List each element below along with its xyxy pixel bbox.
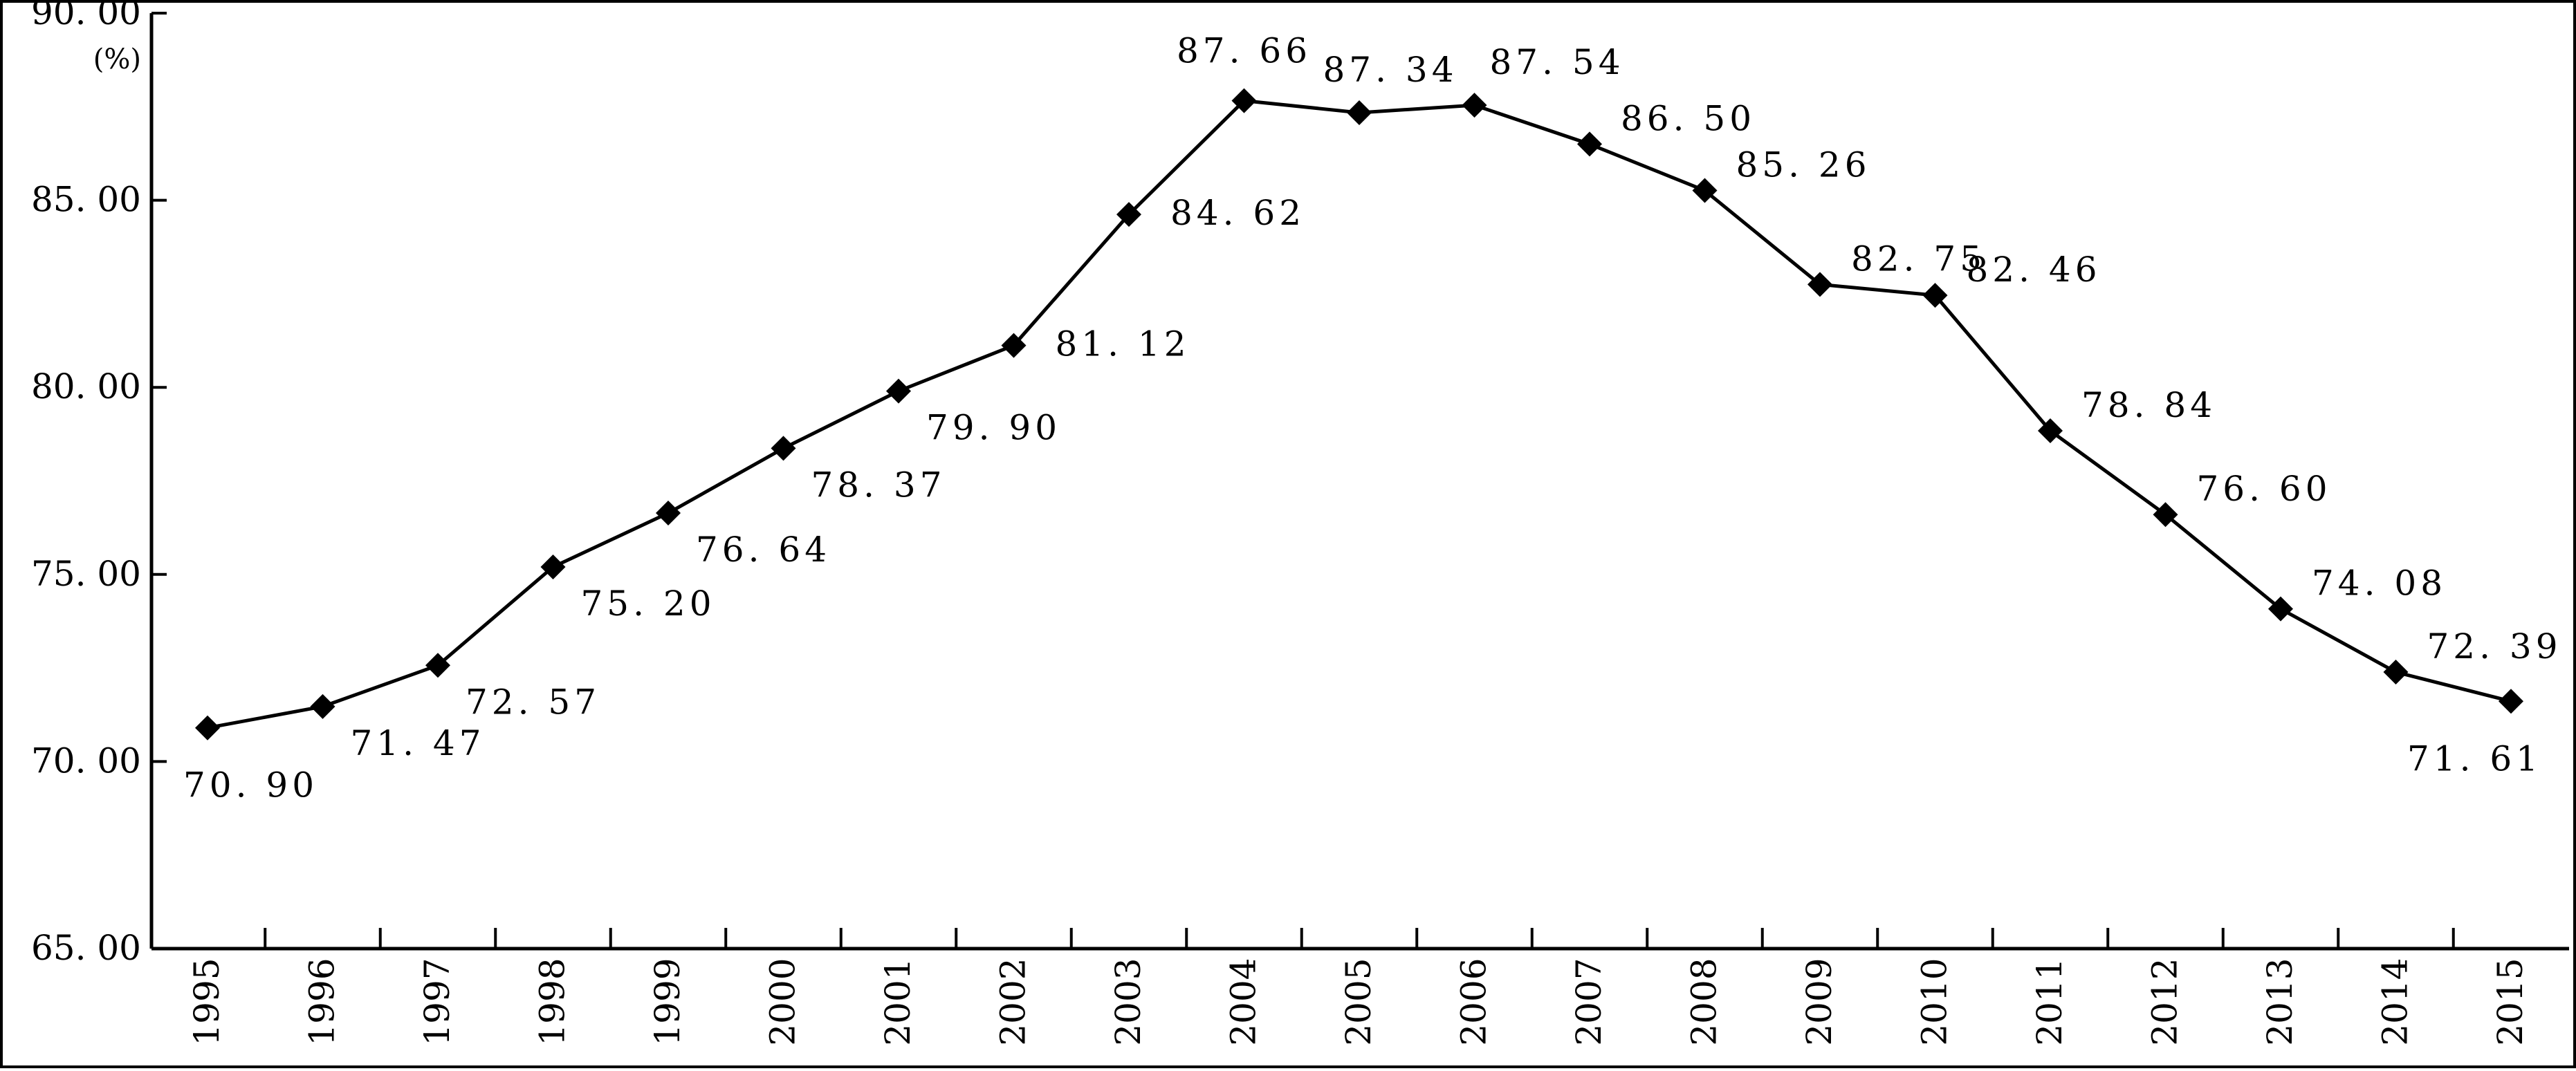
x-tick-label: 2014 (2375, 958, 2416, 1045)
data-point-marker (2153, 502, 2178, 528)
series (195, 88, 2523, 741)
x-tick-label: 1997 (417, 958, 457, 1045)
data-label: 87. 54 (1490, 42, 1625, 82)
data-point-marker (310, 693, 335, 719)
data-label: 75. 20 (581, 584, 716, 624)
data-point-marker (1922, 283, 1948, 308)
x-tick-label: 2009 (1799, 958, 1839, 1045)
x-tick-label: 2004 (1224, 958, 1264, 1045)
data-label: 87. 34 (1323, 50, 1457, 90)
data-label: 72. 57 (466, 682, 600, 722)
data-label: 71. 47 (351, 723, 486, 763)
data-point-marker (1231, 88, 1257, 113)
data-label: 86. 50 (1621, 98, 1756, 138)
x-tick-label: 2003 (1108, 958, 1148, 1045)
data-point-marker (2499, 689, 2523, 714)
x-tick-label: 2002 (993, 958, 1033, 1045)
x-tick-label: 2013 (2260, 958, 2300, 1045)
data-label: 71. 61 (2407, 738, 2542, 779)
data-point-marker (886, 378, 911, 404)
data-point-marker (1462, 93, 1487, 118)
y-tick-label: 90. 00 (31, 3, 141, 32)
data-label: 76. 60 (2197, 469, 2332, 509)
data-point-marker (1347, 100, 1372, 125)
x-tick-label: 1998 (533, 958, 573, 1045)
data-label: 87. 66 (1177, 31, 1312, 71)
data-label: 84. 62 (1170, 193, 1305, 233)
data-label: 85. 26 (1736, 145, 1871, 185)
data-point-marker (1577, 131, 1602, 157)
data-label: 81. 12 (1056, 324, 1190, 364)
x-tick-label: 2008 (1684, 958, 1724, 1045)
data-label: 72. 39 (2427, 626, 2562, 667)
data-label: 82. 75 (1851, 239, 1986, 279)
x-tick-label: 2015 (2490, 958, 2530, 1045)
data-point-marker (195, 715, 220, 741)
data-point-marker (425, 653, 450, 678)
data-point-marker (1001, 333, 1027, 358)
data-point-marker (771, 436, 796, 461)
data-point-marker (1807, 272, 1832, 297)
data-label: 78. 37 (811, 465, 946, 505)
x-tick-label: 1995 (187, 958, 227, 1045)
line-chart: 65. 00 70. 00 75. 00 80. 00 85. 00 90. 00 (%) 1… (31, 3, 2569, 1046)
data-point-marker (2038, 418, 2063, 443)
x-tick-label: 2011 (2030, 958, 2070, 1045)
y-unit-label: (%) (93, 44, 141, 75)
y-tick-label: 65. 00 (31, 928, 141, 968)
y-tick-label: 85. 00 (31, 180, 141, 220)
x-tick-label: 1999 (647, 958, 688, 1045)
x-tick-label: 1996 (302, 958, 342, 1045)
data-label: 74. 08 (2312, 564, 2447, 604)
x-tick-label: 2007 (1569, 958, 1609, 1045)
x-tick-label: 2006 (1454, 958, 1494, 1045)
x-tick-label: 2000 (763, 958, 803, 1045)
data-point-marker (656, 501, 681, 526)
data-point-marker (2268, 596, 2293, 622)
data-label: 70. 90 (183, 765, 318, 805)
data-label: 82. 46 (1967, 250, 2101, 290)
x-tick-label: 2001 (878, 958, 918, 1045)
data-point-marker (1116, 202, 1141, 227)
x-tick-label: 2012 (2145, 958, 2185, 1045)
x-tick-label: 2005 (1338, 958, 1379, 1045)
data-label: 76. 64 (696, 530, 831, 570)
data-label: 78. 84 (2081, 385, 2216, 425)
data-point-marker (2383, 660, 2409, 685)
data-label: 79. 90 (926, 408, 1061, 448)
y-tick-label: 80. 00 (31, 366, 141, 407)
y-tick-label: 70. 00 (31, 741, 141, 781)
x-tick-label: 2010 (1915, 958, 1955, 1045)
data-point-marker (540, 554, 566, 579)
axes: 65. 00 70. 00 75. 00 80. 00 85. 00 90. 00 (%) 1… (31, 3, 2569, 1046)
y-tick-label: 75. 00 (31, 554, 141, 594)
data-point-marker (1692, 178, 1718, 203)
